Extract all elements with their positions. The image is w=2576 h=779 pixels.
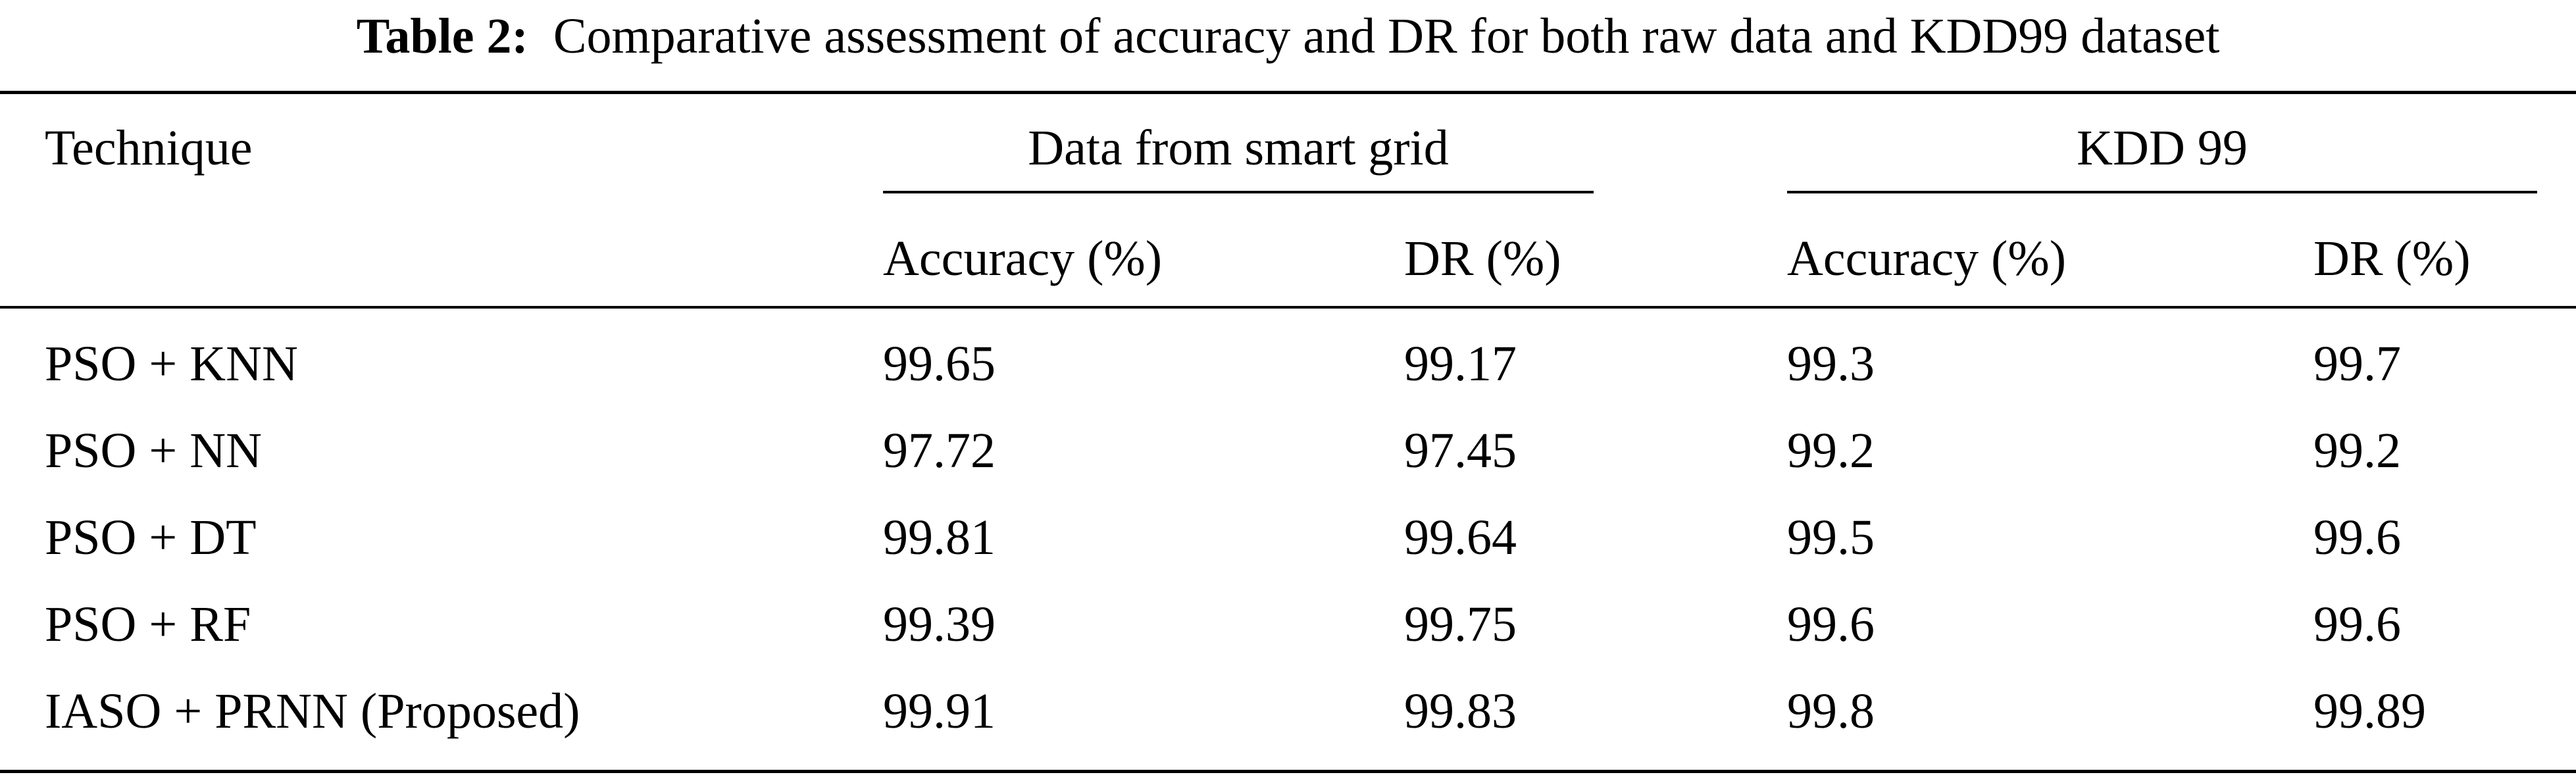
row-1-smart-dr: 99.17 bbox=[1404, 336, 1517, 391]
header-technique: Technique bbox=[45, 120, 253, 176]
header-smart-dr: DR (%) bbox=[1404, 231, 1561, 286]
row-3-kdd-accuracy: 99.5 bbox=[1787, 510, 1875, 565]
row-1-kdd-accuracy: 99.3 bbox=[1787, 336, 1875, 391]
row-1-smart-accuracy: 99.65 bbox=[883, 336, 996, 391]
row-5-kdd-dr: 99.89 bbox=[2313, 684, 2426, 739]
top-rule bbox=[0, 91, 2576, 94]
row-3-technique: PSO + DT bbox=[45, 510, 257, 565]
row-5-smart-dr: 99.83 bbox=[1404, 684, 1517, 739]
row-2-smart-dr: 97.45 bbox=[1404, 423, 1517, 478]
row-2-technique: PSO + NN bbox=[45, 423, 263, 478]
header-kdd-dr: DR (%) bbox=[2313, 231, 2471, 286]
row-5-technique: IASO + PRNN (Proposed) bbox=[45, 684, 580, 739]
caption-text: Comparative assessment of accuracy and D… bbox=[553, 9, 2220, 64]
row-2-kdd-accuracy: 99.2 bbox=[1787, 423, 1875, 478]
row-4-kdd-accuracy: 99.6 bbox=[1787, 597, 1875, 652]
caption-label: Table 2: bbox=[356, 9, 528, 64]
bottom-rule bbox=[0, 770, 2576, 773]
group2-underline bbox=[1787, 191, 2537, 193]
row-3-smart-accuracy: 99.81 bbox=[883, 510, 996, 565]
group1-underline bbox=[883, 191, 1594, 193]
row-4-technique: PSO + RF bbox=[45, 597, 251, 652]
header-rule bbox=[0, 306, 2576, 309]
header-kdd-accuracy: Accuracy (%) bbox=[1787, 231, 2067, 286]
header-smart-accuracy: Accuracy (%) bbox=[883, 231, 1163, 286]
row-5-kdd-accuracy: 99.8 bbox=[1787, 684, 1875, 739]
row-2-kdd-dr: 99.2 bbox=[2313, 423, 2401, 478]
row-3-kdd-dr: 99.6 bbox=[2313, 510, 2401, 565]
row-4-kdd-dr: 99.6 bbox=[2313, 597, 2401, 652]
row-5-smart-accuracy: 99.91 bbox=[883, 684, 996, 739]
row-4-smart-accuracy: 99.39 bbox=[883, 597, 996, 652]
row-1-kdd-dr: 99.7 bbox=[2313, 336, 2401, 391]
table-caption: Table 2: Comparative assessment of accur… bbox=[0, 0, 2576, 82]
row-3-smart-dr: 99.64 bbox=[1404, 510, 1517, 565]
header-group-smart-grid: Data from smart grid bbox=[1028, 120, 1449, 176]
header-group-kdd99: KDD 99 bbox=[2077, 120, 2248, 176]
row-2-smart-accuracy: 97.72 bbox=[883, 423, 996, 478]
row-1-technique: PSO + KNN bbox=[45, 336, 298, 391]
row-4-smart-dr: 99.75 bbox=[1404, 597, 1517, 652]
